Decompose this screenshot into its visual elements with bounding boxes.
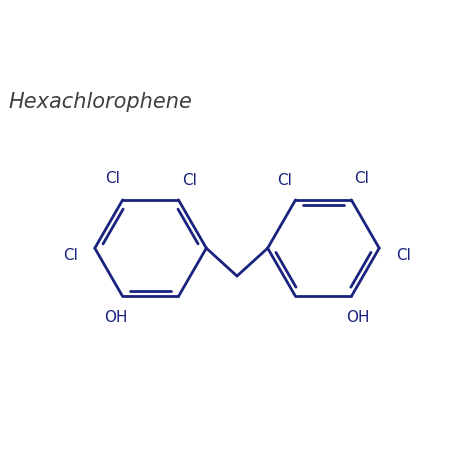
Text: Cl: Cl [277, 173, 292, 188]
Text: Hexachlorophene: Hexachlorophene [9, 92, 192, 112]
Text: Cl: Cl [182, 173, 197, 188]
Text: OH: OH [346, 310, 369, 325]
Text: OH: OH [105, 310, 128, 325]
Text: Cl: Cl [64, 248, 78, 263]
Text: Cl: Cl [396, 248, 410, 263]
Text: Cl: Cl [105, 172, 119, 186]
Text: Cl: Cl [355, 172, 369, 186]
